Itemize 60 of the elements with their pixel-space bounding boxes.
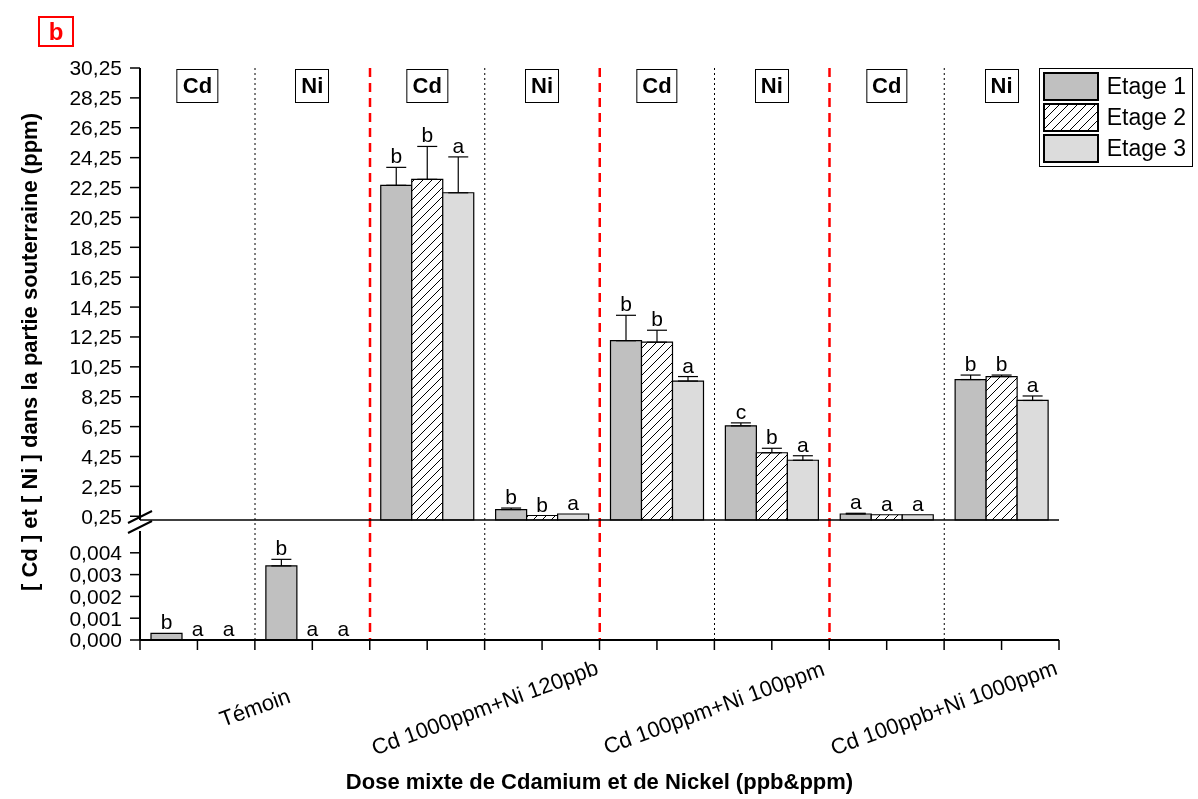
legend-label: Etage 3 [1106,134,1186,163]
annotation: Cd [406,69,448,103]
data-label: b [536,492,548,516]
data-label: b [651,307,663,331]
y-tick-label: 10,25 [69,355,122,379]
data-label: a [337,617,350,640]
annotation: Cd [866,69,908,103]
data-label: a [452,133,465,157]
annotation: Cd [636,69,678,103]
data-label: b [505,485,517,509]
y-tick-label: 0,001 [69,606,122,630]
annotation: Ni [754,69,789,103]
legend-label: Etage 1 [1106,72,1186,101]
y-tick-label: 18,25 [69,235,122,259]
data-label: a [880,491,893,515]
chart-title: b [38,16,74,47]
data-label: a [849,490,862,514]
y-tick-label: 0,002 [69,584,122,608]
data-label: b [964,352,977,376]
data-label: a [911,491,924,515]
y-tick-label: 0,25 [81,504,122,528]
data-label: a [222,617,235,640]
y-tick-label: 6,25 [81,415,122,439]
y-tick-label: 16,25 [69,265,122,289]
y-tick-label: 2,25 [81,474,122,498]
y-tick-label: 0,000 [69,628,122,652]
data-label: a [191,617,204,640]
text: Témoin [215,683,294,733]
data-label: b [620,292,632,316]
annotation: Ni [525,69,560,103]
y-tick-label: 26,25 [69,116,122,140]
y-tick-label: 0,004 [69,541,123,565]
y-axis-title: [ Cd ] et [ Ni ] dans la partie souterraine (ppm) [17,113,43,591]
y-tick-label: 20,25 [69,205,122,229]
data-label: b [421,123,434,147]
data-label: a [306,617,319,640]
y-tick-label: 14,25 [69,295,122,319]
x-axis-title: Dose mixte de Cdamium et de Nickel (ppb&ppm) [345,769,854,795]
y-tick-label: 24,25 [69,146,122,170]
y-tick-label: 0,003 [69,563,122,587]
y-tick-label: 4,25 [81,444,122,468]
y-tick-label: 8,25 [81,385,122,409]
data-label: c [735,399,747,423]
y-tick-label: 30,25 [69,56,122,80]
data-label: a [1026,372,1039,396]
data-label: b [390,144,403,168]
annotation: Ni [295,69,330,103]
data-label: b [160,610,173,634]
data-label: b [995,352,1008,376]
data-label: a [682,353,695,377]
annotation: Cd [176,69,219,103]
data-label: a [797,432,810,456]
data-label: b [766,425,778,449]
data-label: b [275,536,288,560]
y-tick-label: 12,25 [69,325,122,349]
annotation: Ni [984,69,1019,103]
y-tick-label: 22,25 [69,175,122,199]
legend-label: Etage 2 [1106,103,1186,132]
data-label: a [567,491,580,515]
y-tick-label: 28,25 [69,86,122,110]
